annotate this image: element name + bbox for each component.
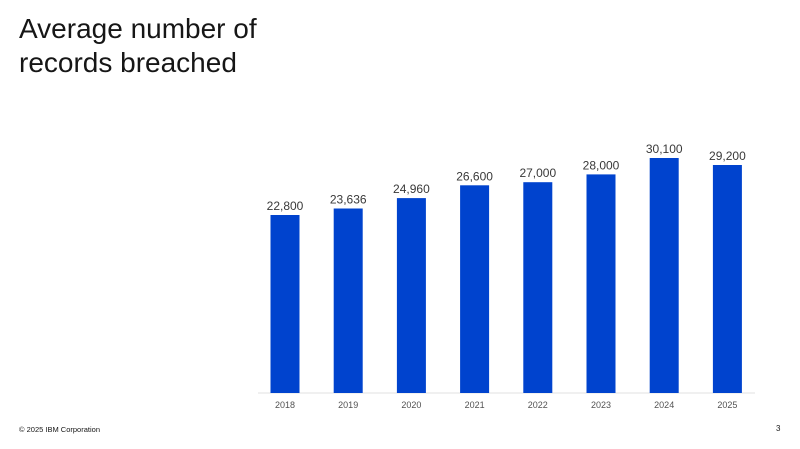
- bar-2025: [712, 165, 742, 393]
- page-number: 3: [776, 424, 781, 433]
- x-tick-label-2021: 2021: [465, 400, 485, 410]
- data-label-2023: 28,000: [583, 158, 620, 172]
- copyright-footer: © 2025 IBM Corporation: [19, 425, 100, 434]
- data-label-2019: 23,636: [330, 193, 367, 207]
- x-tick-labels-group: 2018 2019 2020 2021 2022 2023 2024 2025: [275, 400, 737, 410]
- x-tick-label-2024: 2024: [654, 400, 674, 410]
- data-label-2024: 30,100: [646, 142, 683, 156]
- data-label-2018: 22,800: [267, 199, 304, 213]
- x-tick-label-2023: 2023: [591, 400, 611, 410]
- x-tick-label-2018: 2018: [275, 400, 295, 410]
- bars-group: [270, 158, 742, 393]
- x-tick-label-2022: 2022: [528, 400, 548, 410]
- bar-2024: [649, 158, 679, 393]
- data-label-2025: 29,200: [709, 149, 746, 163]
- bar-2021: [460, 185, 490, 393]
- bar-2020: [396, 198, 426, 393]
- slide-title: Average number of records breached: [19, 13, 257, 78]
- bar-2023: [586, 174, 616, 393]
- data-labels-group: 22,800 23,636 24,960 26,600 27,000 28,000 30,1…: [267, 142, 746, 213]
- x-tick-label-2025: 2025: [717, 400, 737, 410]
- x-tick-label-2020: 2020: [401, 400, 421, 410]
- bar-2018: [270, 215, 300, 393]
- data-label-2021: 26,600: [456, 169, 493, 183]
- bar-2022: [523, 182, 553, 393]
- data-label-2022: 27,000: [519, 166, 556, 180]
- bar-2019: [333, 208, 363, 393]
- x-tick-label-2019: 2019: [338, 400, 358, 410]
- data-label-2020: 24,960: [393, 182, 430, 196]
